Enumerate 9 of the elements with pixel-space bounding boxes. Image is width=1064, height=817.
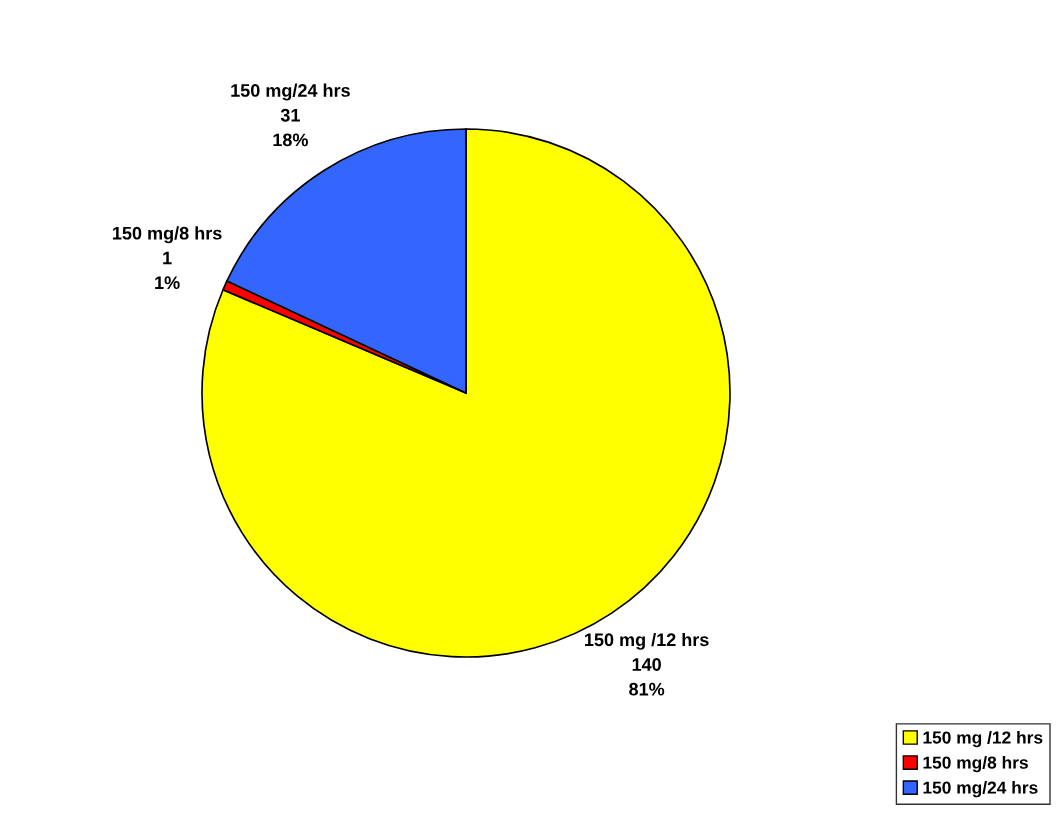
slice-label: 150 mg /12 hrs [585, 632, 709, 650]
slice-label: 150 mg/24 hrs [231, 83, 350, 101]
legend-label: 150 mg/8 hrs [923, 756, 1028, 773]
data-label: 31 18% [273, 108, 308, 147]
data-label: 140 81% [629, 658, 665, 696]
legend-label: 150 mg/24 hrs [923, 781, 1038, 798]
data-label: 1 1% [155, 251, 180, 290]
legend-label: 150 mg /12 hrs [923, 730, 1043, 748]
slice-label: 150 mg/8 hrs [113, 226, 222, 244]
